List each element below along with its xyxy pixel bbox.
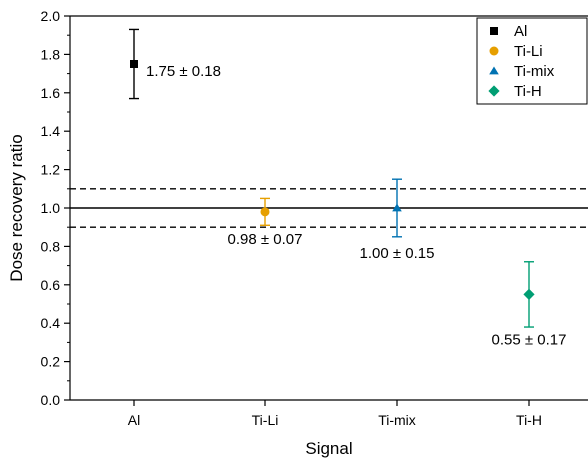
legend-entry: Ti-H (514, 83, 542, 100)
y-tick-label: 0.2 (41, 354, 61, 370)
y-tick-label: 1.2 (41, 162, 61, 178)
x-tick-label: Ti-mix (378, 412, 416, 428)
legend-entry: Al (514, 23, 527, 40)
data-points: 1.75 ± 0.18 0.98 ± 0.07 1.00 ± 0.15 0.55 ± … (129, 28, 567, 348)
axes: 0.0 0.2 0.4 0.6 0.8 1.0 1.2 1.4 1.6 1.8 2.0 Al Ti-Li… (41, 8, 588, 428)
y-axis-title: Dose recovery ratio (7, 134, 26, 281)
x-tick-label: Al (128, 412, 140, 428)
legend-marker (490, 27, 498, 35)
data-point-marker (260, 207, 270, 217)
data-point-marker (392, 203, 402, 212)
y-tick-label: 0.4 (41, 315, 61, 331)
x-tick-label: Ti-H (516, 412, 542, 428)
reference-lines (70, 188, 588, 228)
data-point-marker (130, 60, 138, 68)
data-label: 0.55 ± 0.17 (492, 331, 567, 348)
y-tick-label: 1.4 (41, 123, 61, 139)
x-axis-title: Signal (305, 439, 352, 458)
data-label: 1.00 ± 0.15 (360, 245, 435, 262)
y-tick-label: 0.6 (41, 277, 61, 293)
data-label: 0.98 ± 0.07 (228, 231, 303, 248)
y-tick-label: 2.0 (41, 8, 61, 24)
y-tick-label: 1.6 (41, 85, 61, 101)
data-label: 1.75 ± 0.18 (146, 63, 221, 80)
legend-marker (488, 85, 500, 97)
legend-marker (489, 66, 499, 75)
x-tick-label: Ti-Li (252, 412, 279, 428)
y-tick-label: 1.0 (41, 200, 61, 216)
y-tick-label: 0.8 (41, 238, 61, 254)
y-tick-label: 0.0 (41, 392, 61, 408)
data-point-marker (523, 288, 535, 300)
legend-marker (489, 46, 499, 56)
legend: Al Ti-Li Ti-mix Ti-H (476, 17, 588, 105)
legend-entry: Ti-mix (514, 63, 555, 80)
legend-entry: Ti-Li (514, 43, 543, 60)
y-tick-label: 1.8 (41, 46, 61, 62)
